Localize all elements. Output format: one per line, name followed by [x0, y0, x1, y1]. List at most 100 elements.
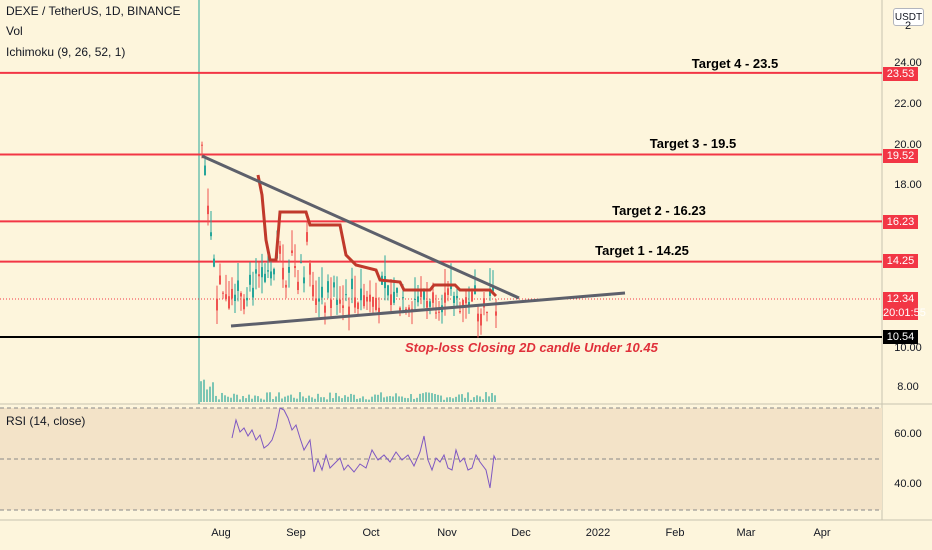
candle-body [252, 287, 254, 298]
volume-bar [431, 393, 433, 402]
candle-body [333, 282, 335, 288]
price-badge-target-3: 19.52 [883, 149, 918, 163]
candle-body [399, 307, 401, 312]
volume-bar [449, 397, 451, 402]
candle-body [267, 270, 269, 272]
volume-bar [206, 389, 208, 402]
volume-bar [476, 395, 478, 402]
symbol-legend[interactable]: DEXE / TetherUS, 1D, BINANCE [6, 4, 181, 18]
candle-body [459, 310, 461, 313]
candle-body [285, 284, 287, 288]
candle-body [357, 302, 359, 309]
currency-button[interactable]: USDT [893, 8, 924, 26]
ichimoku-legend[interactable]: Ichimoku (9, 26, 52, 1) [6, 45, 126, 59]
volume-bar [200, 381, 202, 402]
volume-bar [233, 393, 235, 402]
time-axis-tick: 2022 [585, 527, 611, 539]
volume-bar [353, 394, 355, 402]
volume-bar [248, 394, 250, 402]
volume-bar [443, 399, 445, 402]
candle-body [453, 295, 455, 304]
candle-body [213, 258, 215, 267]
price-badge-target-1: 14.25 [883, 254, 918, 268]
candle-body [204, 165, 206, 176]
volume-bar [386, 396, 388, 402]
candle-body [207, 205, 209, 215]
volume-bar [425, 392, 427, 402]
volume-bar [491, 393, 493, 402]
volume-bar [260, 398, 262, 402]
volume-bar [287, 395, 289, 402]
volume-bar [404, 397, 406, 402]
candle-body [237, 280, 239, 291]
candle-body [384, 276, 386, 289]
candle-body [480, 313, 482, 326]
volume-bar [365, 399, 367, 402]
volume-bar [323, 397, 325, 402]
candle-body [375, 297, 377, 310]
candle-body [489, 291, 491, 296]
volume-bar [401, 396, 403, 402]
volume-bar [284, 396, 286, 402]
volume-bar [236, 394, 238, 402]
candle-body [414, 299, 416, 301]
volume-bar [266, 392, 268, 402]
candle-body [471, 291, 473, 302]
volume-bar [434, 394, 436, 402]
countdown-badge: 20:01:55 [883, 306, 926, 320]
candle-body [462, 299, 464, 307]
volume-bar [374, 394, 376, 402]
volume-bar [299, 392, 301, 402]
volume-bar [278, 392, 280, 402]
candle-body [249, 274, 251, 285]
candle-body [318, 298, 320, 302]
price-axis-tick: 22.00 [894, 98, 922, 110]
candle-body [312, 284, 314, 297]
volume-bar [422, 393, 424, 402]
volume-bar [380, 392, 382, 402]
price-axis-tick: 24.00 [894, 57, 922, 69]
rsi-axis-tick: 40.00 [894, 478, 922, 490]
volume-bar [347, 396, 349, 402]
volume-bar [272, 399, 274, 402]
volume-bar [209, 386, 211, 402]
candle-body [450, 284, 452, 290]
candle-body [492, 287, 494, 292]
price-badge-target-2: 16.23 [883, 215, 918, 229]
volume-bar [338, 396, 340, 402]
volume-bar [329, 392, 331, 402]
volume-bar [359, 398, 361, 402]
candle-body [429, 301, 431, 307]
price-axis-tick: 8.00 [897, 381, 919, 393]
volume-bar [317, 393, 319, 402]
volume-bar [473, 397, 475, 402]
volume-bar [314, 398, 316, 402]
time-axis-tick: Apr [813, 527, 831, 539]
candle-body [396, 287, 398, 293]
volume-bar [389, 396, 391, 402]
candle-body [420, 291, 422, 298]
candle-body [435, 312, 437, 314]
candle-body [351, 278, 353, 290]
volume-bar [482, 399, 484, 402]
rsi-legend[interactable]: RSI (14, close) [6, 414, 86, 428]
volume-bar [281, 398, 283, 402]
price-badge-target-4: 23.53 [883, 67, 918, 81]
volume-bar [416, 397, 418, 402]
volume-bar [461, 394, 463, 402]
volume-bar [305, 398, 307, 402]
price-axis-tick: 2 [904, 20, 912, 32]
volume-bar [410, 394, 412, 402]
volume-bar [296, 398, 298, 402]
volume-bar [479, 396, 481, 402]
volume-legend[interactable]: Vol [6, 24, 23, 38]
candle-body [378, 307, 380, 313]
target-3-label: Target 3 - 19.5 [649, 136, 737, 151]
candle-body [210, 232, 212, 237]
ichimoku-baseline [256, 174, 498, 298]
volume-bar [290, 394, 292, 402]
volume-bar [293, 397, 295, 402]
candle-body [288, 266, 290, 273]
